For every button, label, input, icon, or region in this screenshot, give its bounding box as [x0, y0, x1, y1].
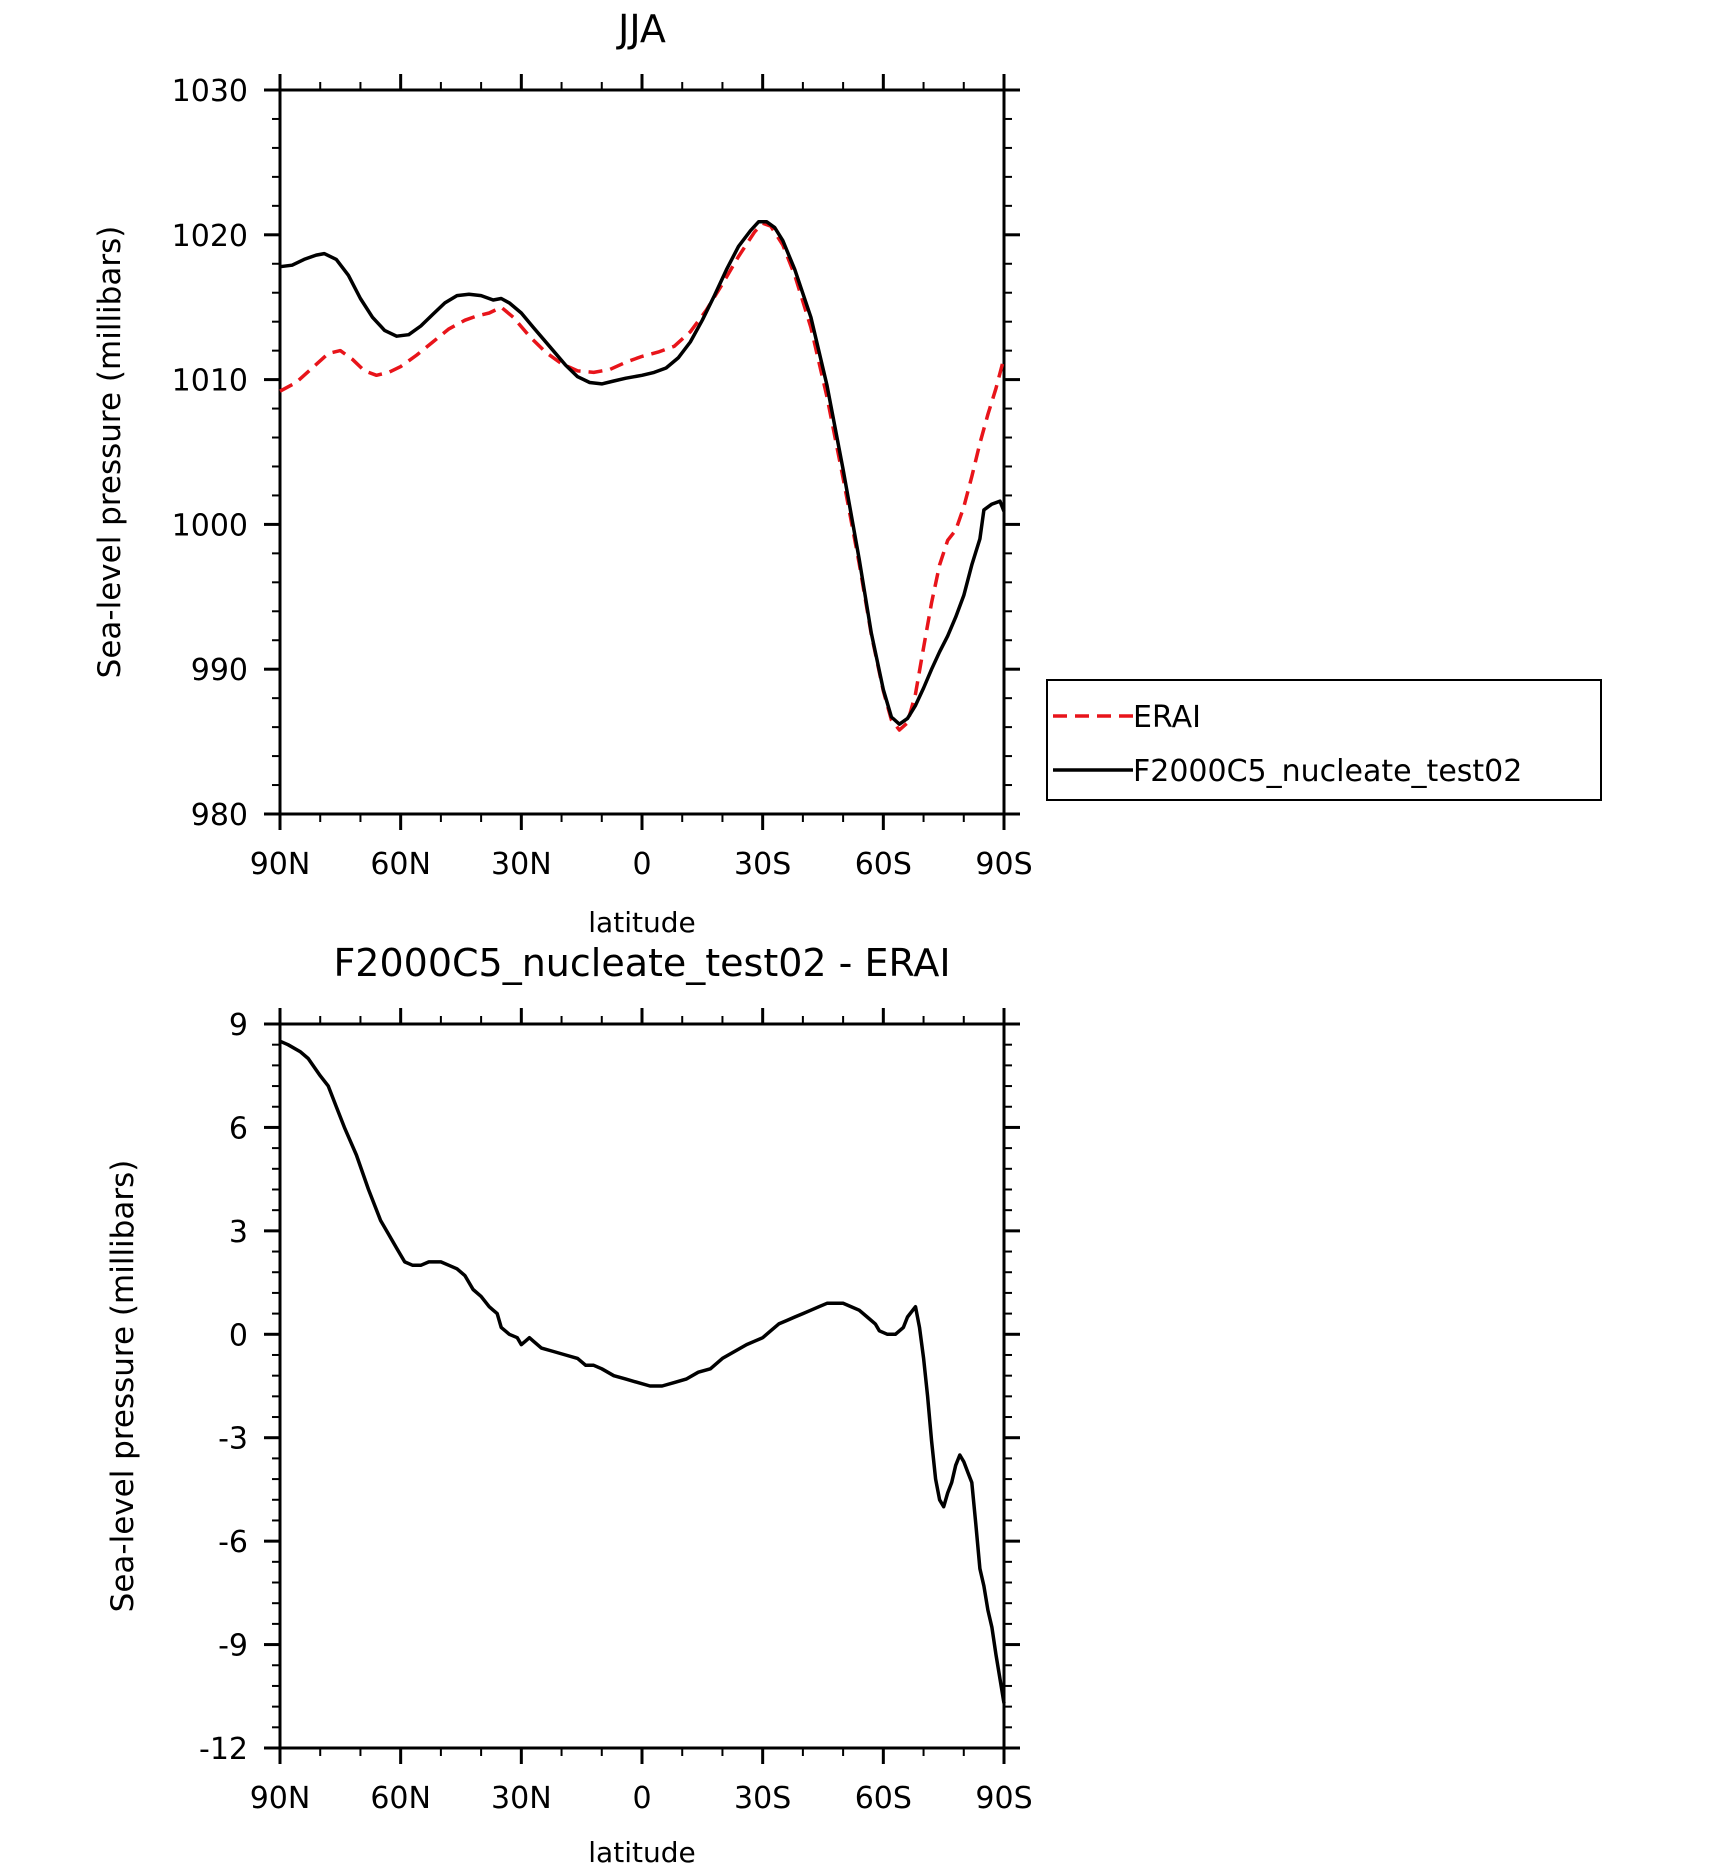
x-tick-label: 60S [855, 847, 912, 882]
series-line-erai [279, 221, 1006, 732]
chart-top-jja: JJA 90N 60N 30N 0 30S 60S 90S 980 990 1000 1010 1020… [92, 7, 1602, 939]
x-tick-label: 30S [734, 1781, 791, 1816]
legend-label: F2000C5_nucleate_test02 [1133, 754, 1522, 789]
y-tick-label: 3 [229, 1215, 248, 1250]
y-tick-label: 990 [191, 653, 248, 688]
x-tick-label: 60S [855, 1781, 912, 1816]
y-tick-label: 6 [229, 1111, 248, 1146]
y-tick-label: -3 [218, 1422, 248, 1457]
x-axis-label: latitude [588, 906, 695, 939]
x-tick-label: 90S [975, 847, 1032, 882]
x-tick-label: 90N [250, 847, 311, 882]
x-tick-label: 90S [975, 1781, 1032, 1816]
legend-box [1046, 679, 1602, 801]
x-tick-label: 90N [250, 1781, 311, 1816]
y-tick-label: -12 [199, 1732, 248, 1767]
x-tick-label: 30N [491, 847, 552, 882]
series-line-f2000c5-nucleate-test02 [279, 220, 1006, 726]
legend: ERAI F2000C5_nucleate_test02 [1046, 679, 1602, 801]
y-tick-label: 1000 [172, 508, 248, 543]
chart-bottom-difference: F2000C5_nucleate_test02 - ERAI 90N 60N 30N 0… [105, 941, 1033, 1866]
y-tick-label: -9 [218, 1629, 248, 1664]
chart-title: F2000C5_nucleate_test02 - ERAI [333, 941, 950, 985]
y-tick-label: 1010 [172, 364, 248, 399]
x-tick-label: 60N [370, 847, 431, 882]
x-tick-label: 0 [632, 847, 651, 882]
legend-label: ERAI [1133, 700, 1201, 735]
x-axis-label: latitude [588, 1836, 695, 1866]
x-tick-label: 30N [491, 1781, 552, 1816]
y-tick-label: 980 [191, 798, 248, 833]
x-tick-label: 60N [370, 1781, 431, 1816]
y-tick-label: -6 [218, 1525, 248, 1560]
series-line-difference [279, 1039, 1006, 1704]
plot-frame [278, 88, 1006, 816]
y-tick-label: 1020 [172, 219, 248, 254]
x-tick-label: 30S [734, 847, 791, 882]
y-axis-label: Sea-level pressure (millibars) [105, 1160, 141, 1613]
y-axis-label: Sea-level pressure (millibars) [92, 226, 128, 679]
y-tick-label: 1030 [172, 74, 248, 109]
x-tick-label: 0 [632, 1781, 651, 1816]
plot-frame [278, 1022, 1006, 1750]
chart-title: JJA [616, 7, 666, 51]
y-tick-label: 9 [229, 1008, 248, 1043]
y-tick-label: 0 [229, 1318, 248, 1353]
